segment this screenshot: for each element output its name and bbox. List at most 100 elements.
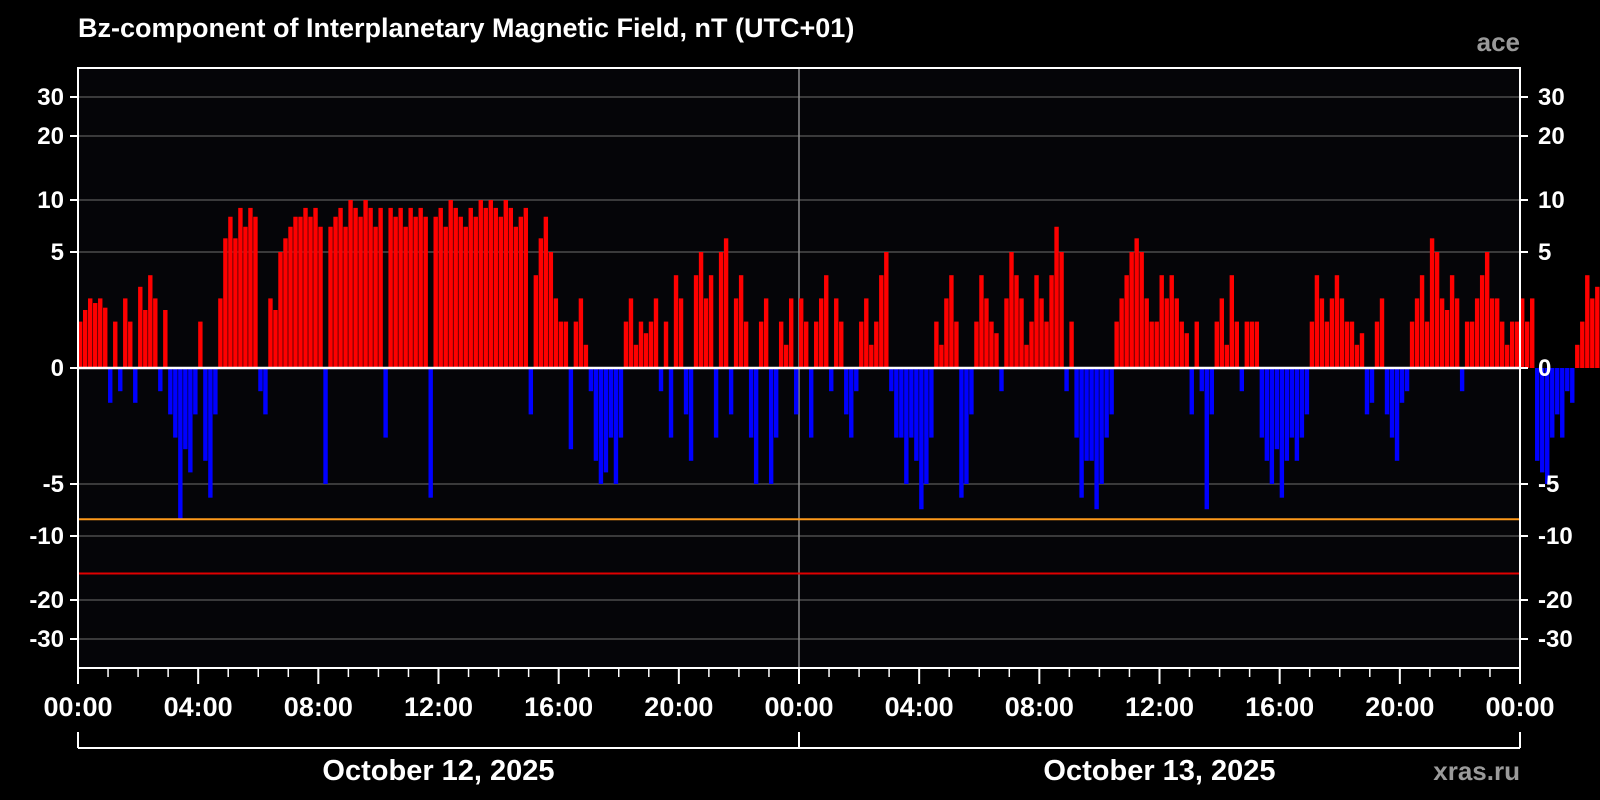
bz-bar	[513, 226, 519, 368]
bz-bar	[1444, 310, 1450, 368]
bz-bar	[613, 368, 619, 484]
bz-bar	[1169, 275, 1174, 368]
bz-bar	[428, 368, 433, 498]
bz-bar	[1540, 368, 1545, 473]
bz-bar	[1189, 368, 1194, 415]
bz-bar	[1114, 321, 1119, 368]
bz-bar	[1449, 275, 1455, 368]
bz-bar	[553, 298, 559, 368]
bz-bar	[143, 310, 148, 368]
bz-bar	[1329, 298, 1335, 368]
bz-bar	[1565, 368, 1570, 392]
y-tick-label: 5	[51, 239, 64, 266]
bz-bar	[133, 368, 138, 403]
bz-bar	[368, 207, 373, 368]
bz-bar	[844, 368, 849, 415]
bz-bar	[1284, 368, 1290, 461]
bz-bar	[1520, 298, 1525, 368]
bz-bar	[183, 368, 188, 450]
bz-bar	[388, 207, 393, 368]
bz-bar	[1344, 321, 1350, 368]
bz-bar	[1219, 298, 1224, 368]
bz-bar	[1194, 321, 1199, 368]
bz-bar	[969, 368, 974, 415]
bz-bar	[1585, 275, 1590, 368]
bz-bar	[909, 368, 914, 438]
bz-bar	[618, 368, 624, 438]
bz-bar	[949, 275, 954, 368]
bz-bar	[1479, 275, 1485, 368]
bz-bar	[603, 368, 609, 473]
bz-bar	[633, 344, 639, 368]
bz-bar	[313, 207, 318, 368]
bz-bar	[583, 344, 589, 368]
bz-bar	[954, 321, 959, 368]
bz-bar	[503, 200, 508, 368]
bz-bar	[718, 252, 724, 368]
bz-bar	[333, 216, 338, 368]
x-tick-label: 00:00	[764, 692, 833, 722]
bz-bar	[528, 368, 534, 415]
date-labels: October 12, 2025 October 13, 2025	[77, 732, 1521, 787]
bz-bar	[573, 321, 579, 368]
bz-bar	[1014, 275, 1019, 368]
bz-bar	[984, 298, 989, 368]
bz-bar	[804, 321, 809, 368]
bz-bar	[378, 207, 383, 368]
bz-bar	[158, 368, 163, 392]
bz-bar	[1304, 368, 1310, 415]
bz-bar	[108, 368, 113, 403]
bz-bar	[383, 368, 388, 438]
bz-bar	[924, 368, 929, 484]
bz-bar	[173, 368, 178, 438]
bz-bar	[1234, 321, 1240, 368]
bz-bar	[303, 207, 308, 368]
bz-bar	[979, 275, 984, 368]
bz-bar	[1184, 333, 1189, 368]
bz-bar	[138, 286, 143, 368]
bz-bar	[533, 275, 539, 368]
bz-bar	[1379, 298, 1385, 368]
bz-bar	[518, 216, 524, 368]
bz-bar	[829, 368, 834, 392]
bz-bar	[884, 252, 889, 368]
bz-bar	[1019, 298, 1024, 368]
x-tick-label: 16:00	[1245, 692, 1314, 722]
bz-bar	[238, 207, 243, 368]
bz-bar	[723, 238, 729, 368]
bz-bar	[1334, 275, 1340, 368]
date-label: October 13, 2025	[1043, 755, 1275, 787]
bz-bar	[168, 368, 173, 415]
bz-bar	[98, 298, 103, 368]
x-tick-label: 04:00	[885, 692, 954, 722]
bz-bar	[1545, 368, 1550, 484]
bz-bar	[939, 344, 944, 368]
bz-bar	[929, 368, 934, 438]
bz-bar	[758, 321, 764, 368]
bz-bar	[989, 321, 994, 368]
bz-bar	[1514, 321, 1520, 368]
bz-bar	[323, 368, 328, 484]
bz-bar	[1054, 226, 1059, 368]
bz-bar	[994, 333, 999, 368]
bz-bar	[163, 310, 168, 368]
bz-bar	[523, 207, 529, 368]
bz-bar	[1590, 298, 1595, 368]
bz-bar	[1339, 298, 1345, 368]
y-tick-label: 5	[1538, 239, 1551, 266]
bz-bar	[1439, 298, 1445, 368]
bz-bar	[1530, 298, 1535, 368]
bz-bar	[879, 275, 884, 368]
y-tick-label: -5	[1538, 471, 1559, 498]
bz-bar	[753, 368, 759, 484]
bz-bar	[638, 321, 644, 368]
bz-bar	[88, 298, 93, 368]
bz-bar	[293, 216, 298, 368]
bz-bar	[1499, 321, 1505, 368]
bz-bar	[713, 368, 719, 438]
bz-bar	[648, 321, 654, 368]
bz-bar	[258, 368, 263, 392]
bz-bar	[1494, 298, 1500, 368]
bz-bar	[1009, 252, 1014, 368]
bz-bar	[233, 238, 238, 368]
